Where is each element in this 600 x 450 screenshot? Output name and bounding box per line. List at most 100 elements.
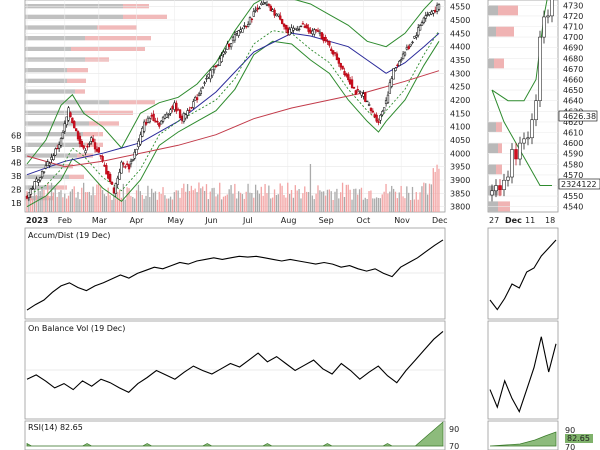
volume-bar	[438, 168, 440, 212]
candle-body	[31, 187, 34, 190]
candle-body	[254, 9, 257, 12]
zoom-candle-body	[498, 185, 502, 190]
candle-body	[398, 60, 401, 66]
candle-body	[97, 147, 100, 153]
volume-bar	[228, 189, 230, 212]
month-tick-label: Jun	[204, 216, 218, 225]
volume-bar	[160, 193, 162, 212]
candle-body	[59, 138, 63, 146]
zoom-bollinger-lower	[491, 89, 552, 186]
volume-bar	[311, 195, 313, 212]
volume-bar	[334, 191, 336, 212]
volume-bar	[222, 196, 225, 212]
zoom-time-axis: 27 Dec 11 18	[489, 216, 555, 225]
candle-body	[216, 64, 220, 66]
accum-dist-frame	[24, 227, 446, 320]
volume-profile-bar-down	[25, 110, 85, 115]
candle-body	[241, 28, 244, 33]
candle-body	[235, 31, 238, 34]
candle-body	[418, 25, 422, 31]
candle-body	[313, 29, 316, 35]
price-candles	[25, 0, 441, 202]
candle-body	[199, 90, 203, 95]
volume-bar	[211, 188, 213, 212]
zoom-profile-bar-up	[498, 143, 502, 154]
volume-bar	[404, 198, 406, 212]
volume-bar	[275, 195, 278, 212]
volume-bar	[26, 191, 28, 212]
candle-body	[146, 117, 150, 123]
candle-body	[228, 43, 231, 48]
candle-body	[311, 30, 314, 35]
price-tick-label: 4400	[450, 43, 470, 52]
volume-bar	[128, 188, 130, 212]
candle-body	[400, 59, 403, 61]
candle-body	[103, 164, 106, 167]
volume-bar	[430, 184, 433, 212]
candle-body	[413, 36, 416, 39]
volume-bar	[434, 171, 436, 212]
volume-bar	[33, 189, 36, 212]
candle-body	[131, 158, 134, 161]
candle-body	[294, 27, 297, 30]
candle-body	[366, 100, 369, 103]
volume-tick-label: 1B	[11, 199, 22, 208]
zoom-candle-body	[506, 176, 510, 181]
zoom-profile-bar-up	[498, 5, 518, 16]
on-balance-vol-zoom-panel	[487, 320, 559, 420]
volume-bar	[366, 198, 368, 212]
candle-body	[307, 27, 310, 32]
volume-profile-bar-down	[25, 68, 67, 73]
candle-body	[78, 135, 82, 145]
volume-bar	[188, 191, 191, 212]
volume-tick-label: 2B	[11, 186, 22, 195]
volume-bar	[220, 199, 223, 212]
on-balance-vol-title: On Balance Vol (19 Dec)	[28, 324, 125, 333]
volume-bar	[398, 192, 400, 212]
volume-bar	[185, 191, 187, 212]
volume-bar	[124, 199, 126, 212]
volume-bar	[287, 182, 289, 212]
volume-bar	[349, 189, 351, 212]
volume-bar	[169, 196, 172, 212]
volume-bar	[92, 186, 94, 212]
accum-dist-panel: Accum/Dist (19 Dec)	[24, 227, 446, 320]
volume-bar	[341, 182, 344, 212]
volume-bar	[402, 196, 404, 212]
candle-body	[326, 40, 329, 43]
zoom-candle-body	[530, 119, 534, 139]
on-balance-vol-line	[26, 330, 444, 393]
candle-body	[154, 120, 157, 123]
candle-body	[252, 11, 255, 17]
candle-body	[44, 165, 48, 169]
volume-bar	[56, 196, 58, 212]
volume-bar	[194, 188, 196, 212]
candle-body	[105, 165, 108, 175]
candle-body	[277, 13, 280, 17]
rsi-panel: RSI(14) 82.65 90 70	[24, 420, 459, 450]
accum-dist-zoom-panel	[487, 227, 559, 320]
volume-bar	[50, 182, 53, 212]
volume-bar	[65, 198, 68, 212]
volume-bar	[236, 198, 238, 212]
volume-bar	[96, 184, 98, 212]
volume-bar	[411, 186, 414, 212]
volume-bar	[198, 182, 200, 212]
month-tick-label: May	[167, 216, 184, 225]
zoom-profile-bar-up	[496, 26, 514, 37]
candle-body	[229, 43, 233, 48]
volume-bar	[234, 183, 236, 212]
zoom-candle-body	[550, 0, 554, 17]
candle-body	[279, 15, 282, 20]
bollinger-bands	[26, 0, 440, 208]
volume-bar	[105, 196, 107, 212]
candle-body	[88, 143, 91, 145]
on-balance-vol-panel: On Balance Vol (19 Dec)	[24, 320, 446, 420]
volume-bar	[39, 191, 41, 212]
rsi-tick-90: 90	[449, 425, 459, 434]
rsi-zoom-area	[489, 431, 557, 447]
candle-body	[409, 43, 412, 47]
volume-profile-bar-down	[25, 14, 123, 19]
volume-bar	[270, 198, 272, 212]
